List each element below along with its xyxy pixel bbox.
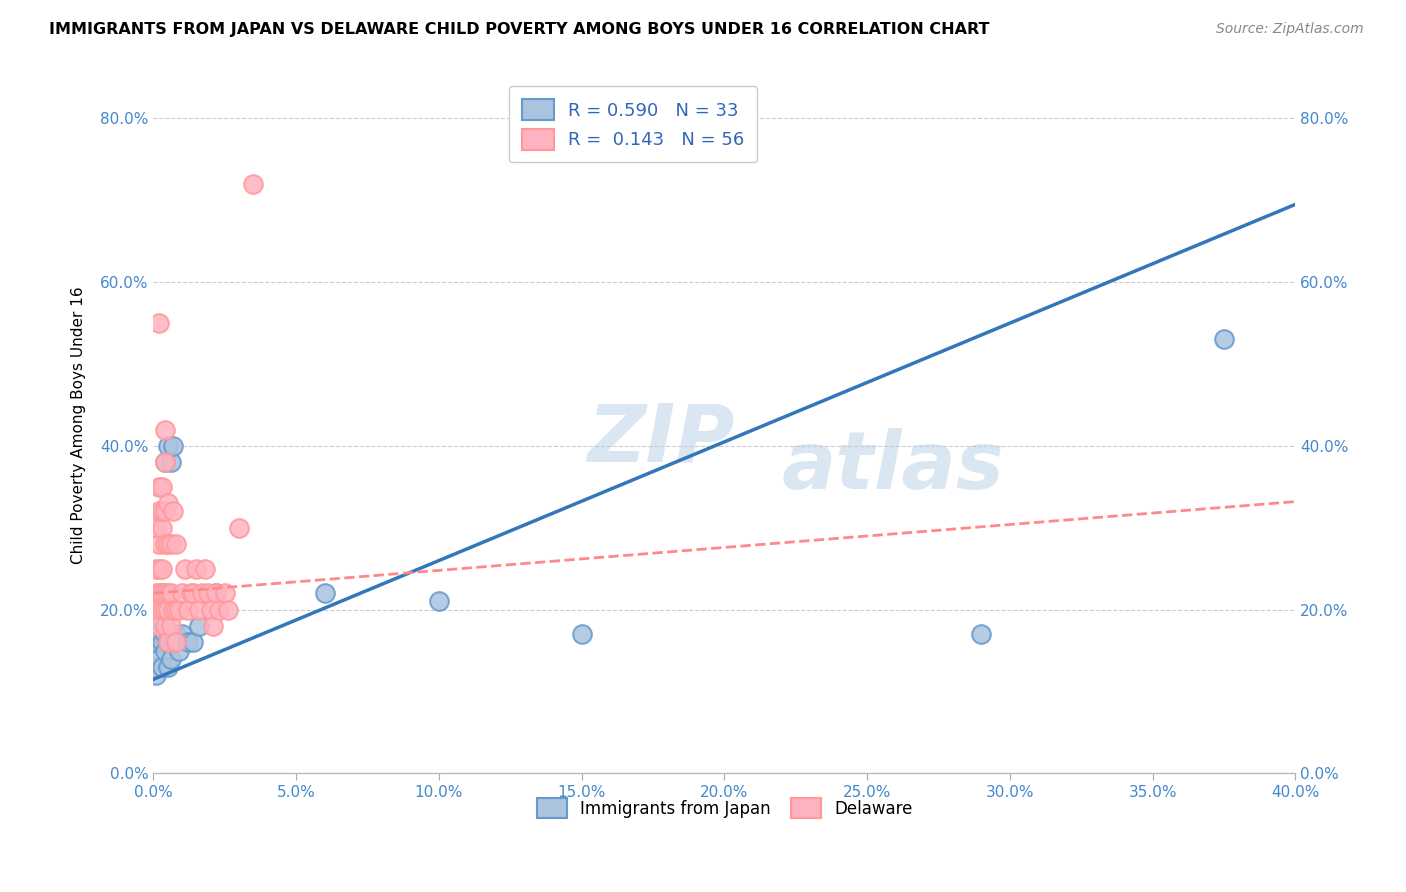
Point [148,652,170,666]
Point [159,537,181,551]
Point [165,635,187,649]
Point [150,660,173,674]
Point [571,627,593,641]
Point [145,562,167,576]
Point [205,586,228,600]
Point [170,586,193,600]
Point [156,537,179,551]
Point [427,594,450,608]
Text: atlas: atlas [782,428,1004,506]
Point [148,627,170,641]
Point [148,586,170,600]
Point [167,643,190,657]
Point [150,602,173,616]
Legend: Immigrants from Japan, Delaware: Immigrants from Japan, Delaware [530,792,920,824]
Point [153,586,176,600]
Point [150,635,173,649]
Point [150,480,173,494]
Point [162,635,184,649]
Point [183,586,205,600]
Point [188,619,211,633]
Point [174,562,197,576]
Point [156,602,179,616]
Point [214,586,236,600]
Point [148,562,170,576]
Point [217,602,239,616]
Point [145,521,167,535]
Point [150,504,173,518]
Point [156,635,179,649]
Point [145,586,167,600]
Point [1213,333,1236,347]
Point [148,504,170,518]
Point [165,602,187,616]
Point [148,619,170,633]
Point [150,586,173,600]
Point [159,455,181,469]
Point [194,562,217,576]
Text: IMMIGRANTS FROM JAPAN VS DELAWARE CHILD POVERTY AMONG BOYS UNDER 16 CORRELATION : IMMIGRANTS FROM JAPAN VS DELAWARE CHILD … [49,22,990,37]
Point [153,455,176,469]
Point [156,660,179,674]
Point [156,496,179,510]
Point [156,439,179,453]
Point [970,627,993,641]
Point [183,635,205,649]
Point [188,602,211,616]
Point [145,635,167,649]
Point [150,602,173,616]
Point [153,537,176,551]
Point [145,668,167,682]
Text: Source: ZipAtlas.com: Source: ZipAtlas.com [1216,22,1364,37]
Point [150,562,173,576]
Point [159,619,181,633]
Point [177,602,200,616]
Y-axis label: Child Poverty Among Boys Under 16: Child Poverty Among Boys Under 16 [72,286,86,565]
Point [150,586,173,600]
Point [165,537,187,551]
Point [143,660,166,674]
Point [170,627,193,641]
Point [162,504,184,518]
Point [208,602,231,616]
Point [314,586,336,600]
Point [165,627,187,641]
Point [159,586,181,600]
Point [200,602,222,616]
Point [153,602,176,616]
Point [148,480,170,494]
Point [153,643,176,657]
Point [148,316,170,330]
Text: ZIP: ZIP [588,401,735,478]
Point [156,586,179,600]
Point [177,635,200,649]
Point [153,627,176,641]
Point [156,635,179,649]
Point [197,586,219,600]
Point [148,537,170,551]
Point [162,439,184,453]
Point [191,586,214,600]
Point [153,504,176,518]
Point [153,602,176,616]
Point [143,602,166,616]
Point [186,562,208,576]
Point [150,521,173,535]
Point [242,177,264,191]
Point [153,619,176,633]
Point [202,619,225,633]
Point [228,521,250,535]
Point [205,586,228,600]
Point [159,652,181,666]
Point [180,586,202,600]
Point [148,611,170,625]
Point [162,602,184,616]
Point [153,455,176,469]
Point [167,602,190,616]
Point [153,423,176,437]
